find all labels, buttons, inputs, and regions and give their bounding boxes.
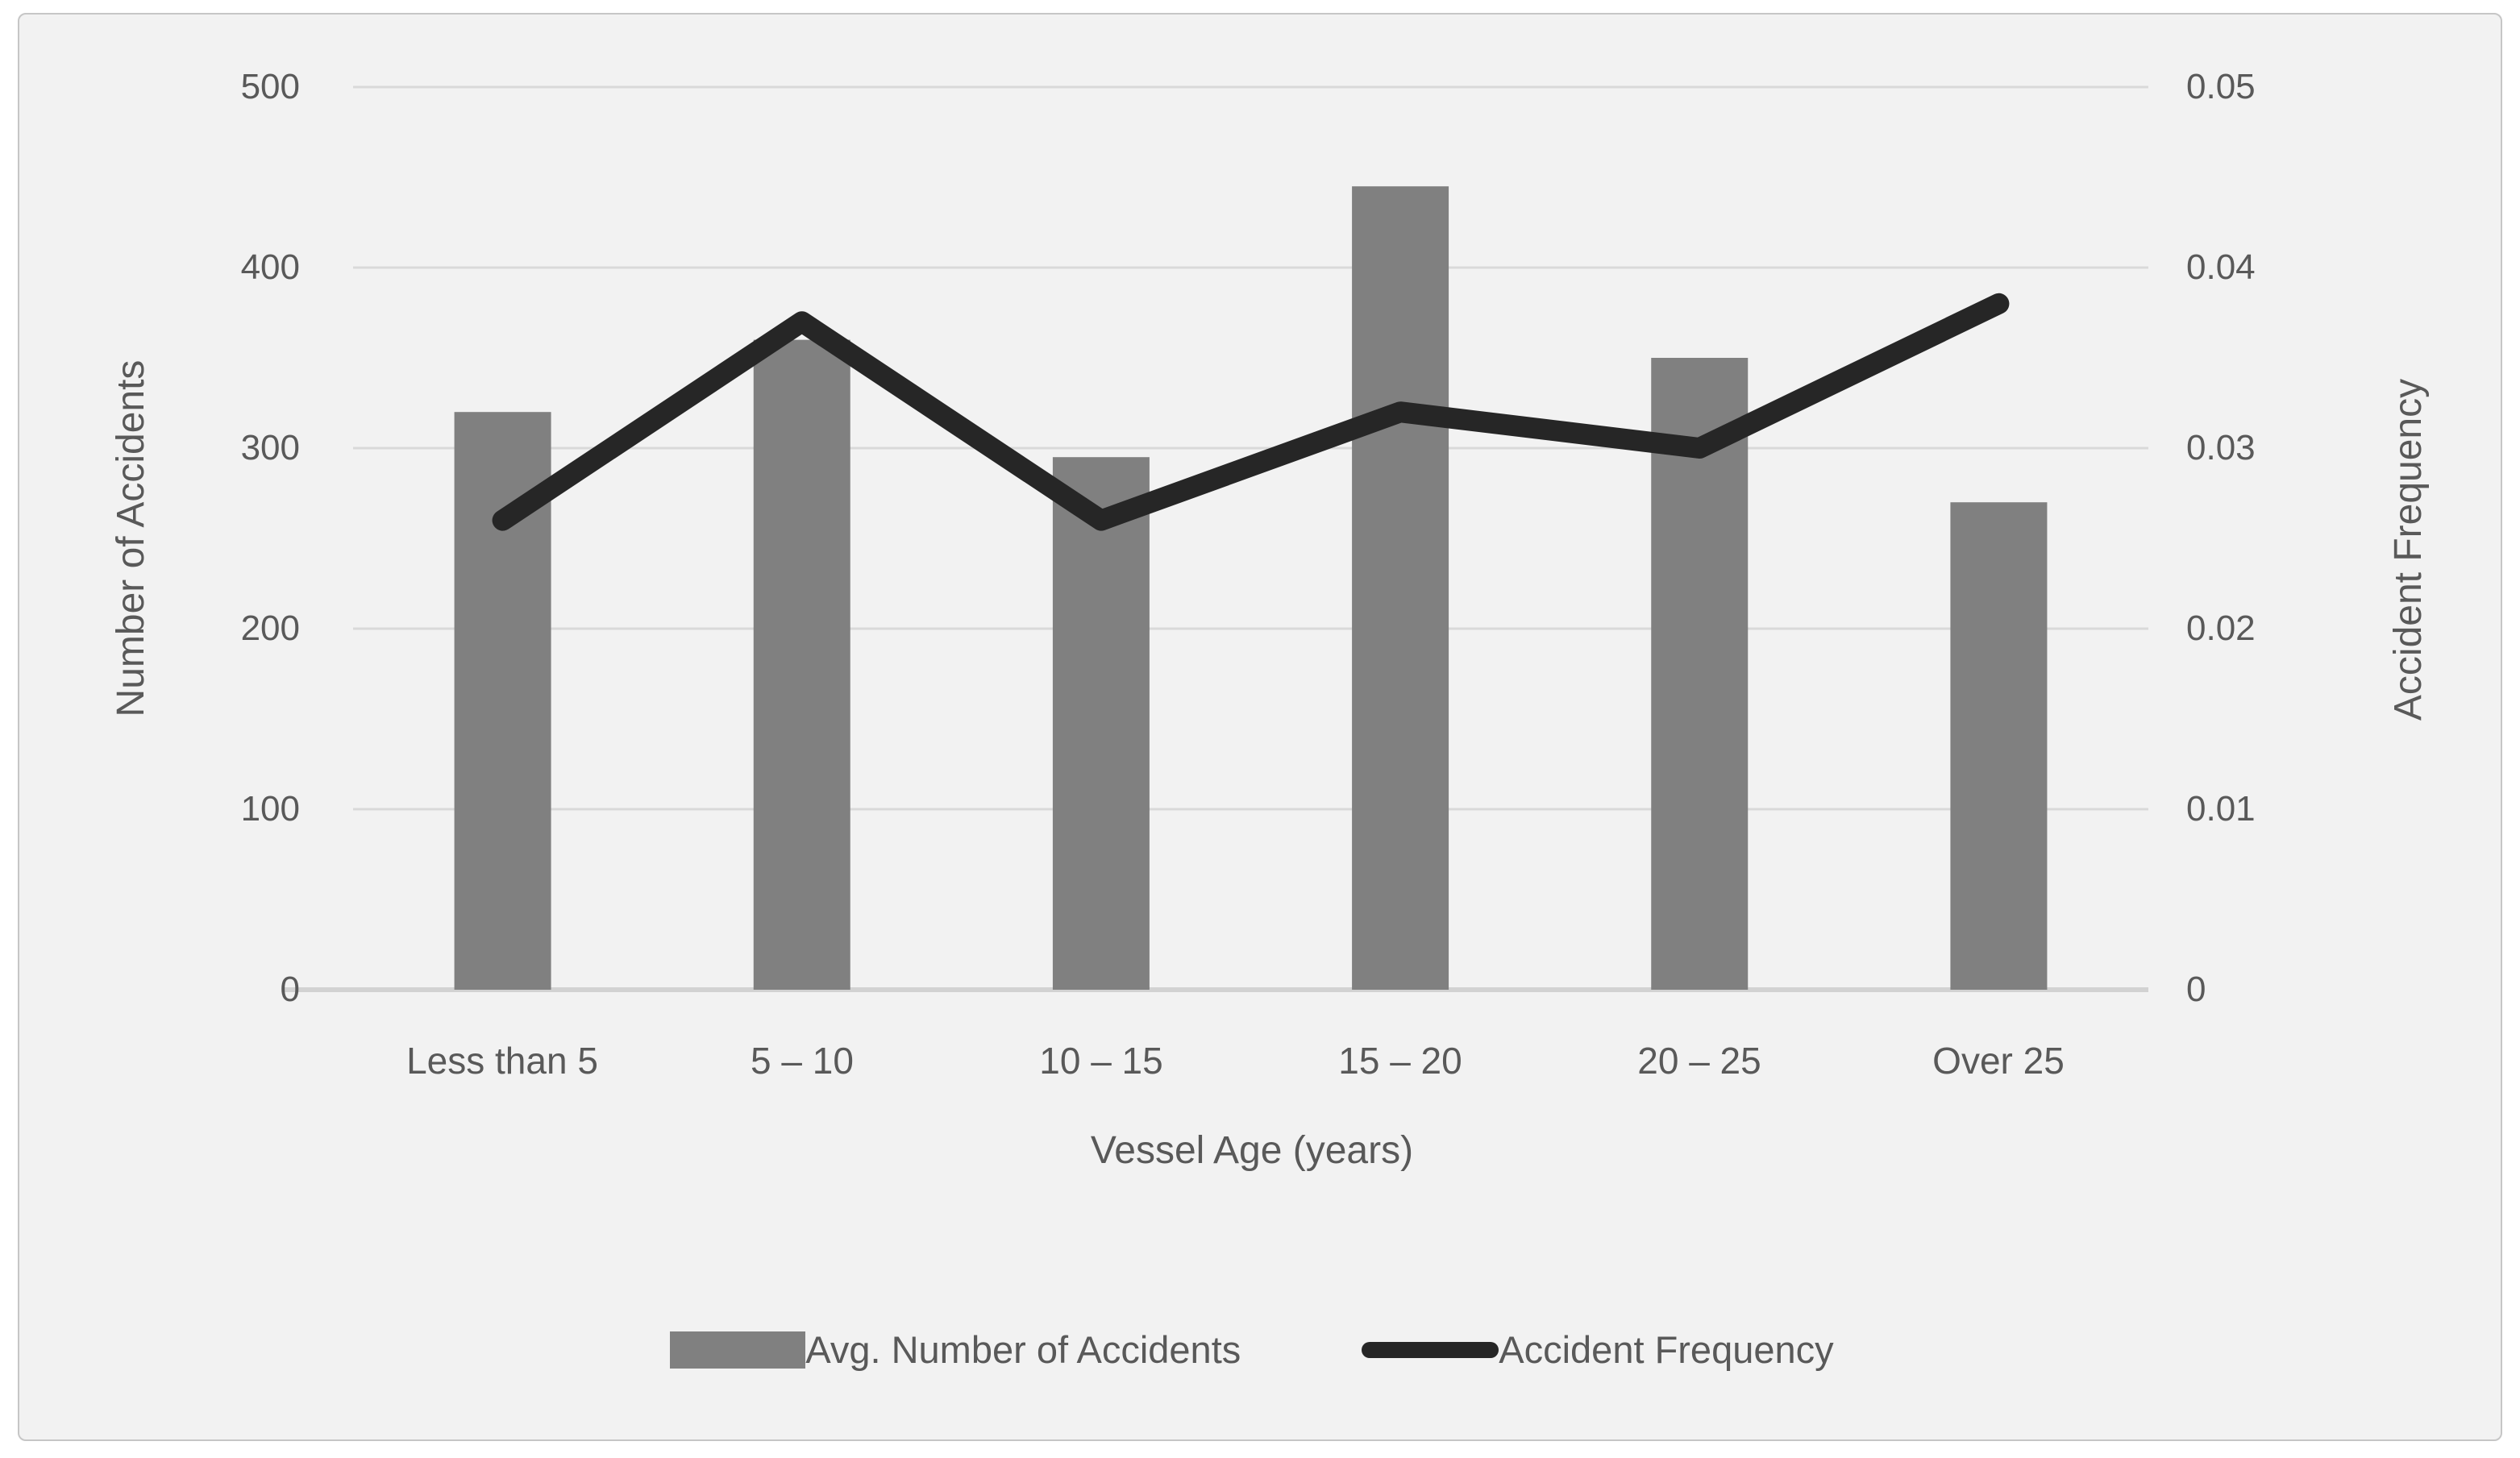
left-axis-tick: 400 <box>240 247 300 287</box>
bar <box>753 339 850 991</box>
right-axis-tick: 0 <box>2186 970 2206 1009</box>
left-axis-tick: 200 <box>240 609 300 648</box>
left-axis-title: Number of Accidents <box>110 359 152 717</box>
x-category-label: Over 25 <box>1932 1040 2065 1082</box>
x-category-label: 5 – 10 <box>751 1040 854 1082</box>
legend-item-bar-series: Avg. Number of Accidents <box>670 1326 1241 1374</box>
line-series-swatch-icon <box>1362 1342 1499 1358</box>
frequency-line <box>492 293 2010 531</box>
left-axis-tick: 100 <box>240 789 300 829</box>
legend-bar-label: Avg. Number of Accidents <box>805 1328 1241 1371</box>
bar-series-swatch-icon <box>670 1331 806 1369</box>
right-axis-title: Accident Frequency <box>2387 378 2430 721</box>
right-axis-tick: 0.02 <box>2186 609 2256 648</box>
x-category-label: 20 – 25 <box>1637 1040 1761 1082</box>
bar <box>1651 358 1749 990</box>
left-axis-tick: 500 <box>240 67 300 106</box>
right-axis-tick: 0.03 <box>2186 428 2256 467</box>
legend-line-label: Accident Frequency <box>1499 1328 1834 1371</box>
x-category-label: 10 – 15 <box>1039 1040 1163 1082</box>
legend: Avg. Number of Accidents Accident Freque… <box>353 1314 2151 1386</box>
bar <box>1352 186 1449 990</box>
bar <box>1052 457 1150 990</box>
left-axis-tick: 300 <box>240 428 300 467</box>
x-category-label: Less than 5 <box>406 1040 598 1082</box>
legend-item-line-series: Accident Frequency <box>1362 1326 1834 1374</box>
right-axis-tick: 0.01 <box>2186 789 2256 829</box>
left-axis-tick: 0 <box>280 970 300 1009</box>
right-axis-tick: 0.05 <box>2186 67 2256 106</box>
x-category-label: 15 – 20 <box>1338 1040 1462 1082</box>
x-axis-title: Vessel Age (years) <box>1090 1129 1414 1172</box>
bar <box>1950 502 2048 990</box>
right-axis-tick: 0.04 <box>2186 247 2256 287</box>
chart-panel <box>18 13 2502 1441</box>
